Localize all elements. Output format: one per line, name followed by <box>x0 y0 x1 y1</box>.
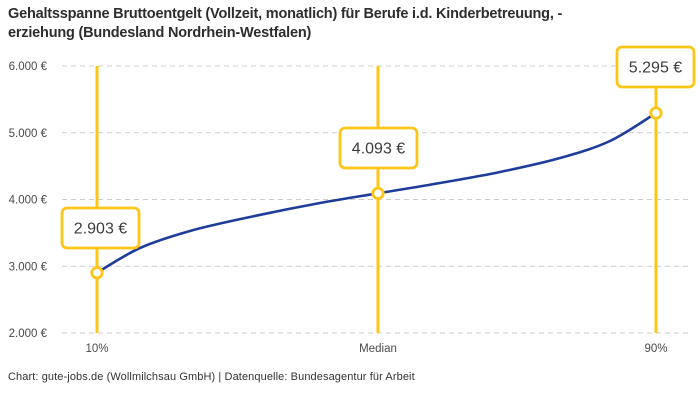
page-title-line-1: Gehaltsspanne Bruttoentgelt (Vollzeit, m… <box>8 6 563 22</box>
data-point-marker <box>649 106 663 120</box>
data-point-marker <box>371 186 385 200</box>
value-label-box <box>60 206 141 250</box>
y-axis-tick-label: 3.000 € <box>9 261 48 273</box>
value-label: 5.295 € <box>629 60 682 77</box>
page-title-line-2: erziehung (Bundesland Nordrhein-Westfale… <box>8 25 312 41</box>
y-axis-tick-label: 4.000 € <box>9 195 48 207</box>
value-label-box <box>615 45 696 89</box>
y-axis-tick-label: 6.000 € <box>9 61 48 73</box>
y-axis-tick-label: 2.000 € <box>9 328 48 340</box>
value-label: 4.093 € <box>352 141 405 158</box>
chart-attribution: Chart: gute-jobs.de (Wollmilchsau GmbH) … <box>8 371 415 383</box>
y-axis-tick-label: 5.000 € <box>9 128 48 140</box>
x-axis-tick-label: Median <box>359 343 397 355</box>
x-axis-tick-label: 90% <box>644 343 667 355</box>
page-title: Gehaltsspanne Bruttoentgelt (Vollzeit, m… <box>8 5 668 43</box>
data-point-marker <box>90 266 104 280</box>
value-label: 2.903 € <box>74 221 127 238</box>
value-label-box <box>338 126 419 170</box>
x-axis-tick-label: 10% <box>85 343 108 355</box>
